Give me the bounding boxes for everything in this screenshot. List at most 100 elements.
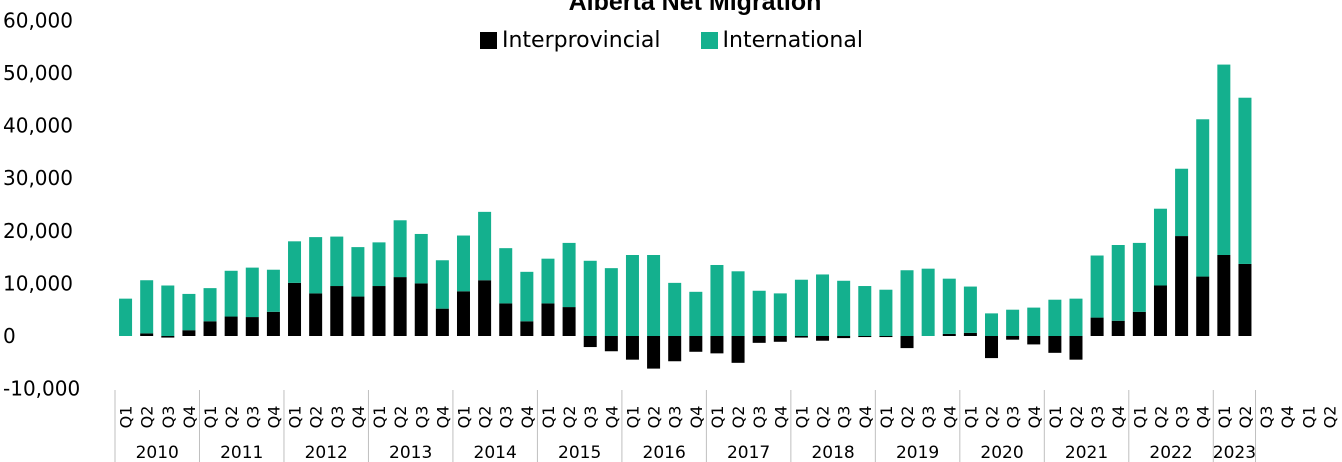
x-tick-quarter-label: Q2 — [138, 406, 157, 429]
x-tick-quarter-label: Q4 — [1194, 406, 1213, 429]
x-axis: Q1 Q2 Q3 Q4 Q1 Q2 Q3 Q4 Q1 Q2 Q3 Q4 Q1 Q2 Q3 Q4 Q1 Q2 Q3 Q4… — [114, 390, 1339, 462]
x-tick-quarter-label: Q1 — [792, 406, 811, 429]
x-tick-quarter-label: Q3 — [497, 406, 516, 429]
bar-international — [1175, 168, 1189, 237]
legend-label-interprovincial: Interprovincial — [502, 27, 661, 53]
x-tick-year-label: 2019 — [896, 443, 939, 462]
x-tick-quarter-label: Q1 — [961, 406, 980, 429]
x-tick-quarter-label: Q3 — [750, 406, 769, 429]
bar-interprovincial — [1006, 336, 1020, 340]
x-tick-quarter-label: Q4 — [771, 406, 790, 429]
x-tick-quarter-label: Q1 — [877, 406, 896, 429]
bar-international — [794, 279, 808, 336]
bar-international — [752, 290, 766, 336]
bar-international — [224, 270, 238, 317]
x-tick-quarter-label: Q3 — [666, 406, 685, 429]
bar-international — [435, 260, 449, 309]
bar-interprovincial — [1090, 317, 1104, 336]
bar-international — [161, 285, 175, 336]
bar-international — [478, 211, 492, 281]
x-tick-quarter-label: Q3 — [1173, 406, 1192, 429]
bar-international — [203, 288, 217, 322]
bar-interprovincial — [1027, 336, 1041, 345]
bar-interprovincial — [858, 336, 872, 338]
x-tick-quarter-label: Q1 — [623, 406, 642, 429]
bar-interprovincial — [668, 336, 682, 362]
bar-international — [668, 282, 682, 336]
y-tick-label: 10,000 — [3, 271, 73, 295]
bar-international — [309, 237, 323, 294]
x-tick-quarter-label: Q4 — [1109, 406, 1128, 429]
bar-interprovincial — [499, 303, 513, 336]
x-tick-quarter-label: Q4 — [602, 406, 621, 429]
bar-interprovincial — [1238, 263, 1252, 336]
bar-interprovincial — [140, 333, 154, 336]
bar-international — [879, 289, 893, 336]
x-tick-quarter-label: Q2 — [898, 406, 917, 429]
bar-interprovincial — [879, 336, 893, 338]
bar-international — [456, 235, 470, 292]
bar-international — [119, 298, 133, 336]
bar-interprovincial — [985, 336, 999, 359]
x-tick-quarter-label: Q2 — [560, 406, 579, 429]
bar-international — [604, 268, 618, 336]
bar-interprovincial — [731, 336, 745, 363]
bar-interprovincial — [161, 336, 175, 338]
bar-interprovincial — [752, 336, 766, 343]
bar-interprovincial — [203, 321, 217, 336]
bar-interprovincial — [1217, 255, 1231, 336]
x-tick-year-label: 2012 — [305, 443, 348, 462]
bar-interprovincial — [1196, 276, 1210, 336]
bar-interprovincial — [1069, 336, 1083, 360]
bars — [119, 64, 1252, 369]
bar-international — [1111, 245, 1125, 321]
x-tick-year-label: 2020 — [980, 443, 1023, 462]
x-tick-quarter-label: Q3 — [1004, 406, 1023, 429]
legend-item-interprovincial: Interprovincial — [480, 28, 661, 53]
bar-interprovincial — [710, 336, 724, 354]
x-tick-quarter-label: Q2 — [1236, 406, 1255, 429]
x-tick-quarter-label: Q1 — [708, 406, 727, 429]
bar-interprovincial — [1048, 336, 1062, 353]
x-tick-quarter-label: Q2 — [222, 406, 241, 429]
bar-interprovincial — [435, 308, 449, 336]
y-tick-label: -10,000 — [3, 377, 80, 401]
bar-international — [985, 313, 999, 336]
bar-international — [393, 220, 407, 278]
bar-international — [1238, 97, 1252, 264]
x-tick-quarter-label: Q4 — [180, 406, 199, 429]
x-tick-year-label: 2021 — [1065, 443, 1108, 462]
bar-international — [1090, 255, 1104, 318]
bar-interprovincial — [224, 316, 238, 336]
bar-interprovincial — [794, 336, 808, 338]
x-tick-quarter-label: Q4 — [264, 406, 283, 429]
bar-interprovincial — [942, 333, 956, 336]
x-tick-quarter-label: Q2 — [729, 406, 748, 429]
x-tick-quarter-label: Q2 — [307, 406, 326, 429]
x-tick-year-label: 2010 — [136, 443, 179, 462]
bar-interprovincial — [773, 336, 787, 342]
bar-international — [266, 269, 280, 312]
x-tick-quarter-label: Q4 — [518, 406, 537, 429]
legend: Interprovincial International — [480, 26, 903, 54]
bar-international — [647, 255, 661, 336]
x-tick-quarter-label: Q3 — [243, 406, 262, 429]
y-tick-label: 20,000 — [3, 219, 73, 243]
bar-interprovincial — [541, 303, 555, 336]
x-tick-quarter-label: Q1 — [454, 406, 473, 429]
bar-international — [921, 268, 935, 336]
bar-international — [731, 271, 745, 336]
bar-interprovincial — [520, 321, 534, 336]
bar-interprovincial — [647, 336, 661, 369]
x-tick-quarter-label: Q2 — [1067, 406, 1086, 429]
x-tick-quarter-label: Q2 — [814, 406, 833, 429]
x-tick-year-label: 2014 — [474, 443, 517, 462]
x-tick-quarter-label: Q3 — [159, 406, 178, 429]
bar-international — [1153, 208, 1167, 286]
bar-international — [858, 286, 872, 336]
bar-interprovincial — [1153, 285, 1167, 336]
x-tick-quarter-label: Q3 — [1088, 406, 1107, 429]
x-tick-year-label: 2011 — [220, 443, 263, 462]
bar-international — [330, 236, 344, 287]
